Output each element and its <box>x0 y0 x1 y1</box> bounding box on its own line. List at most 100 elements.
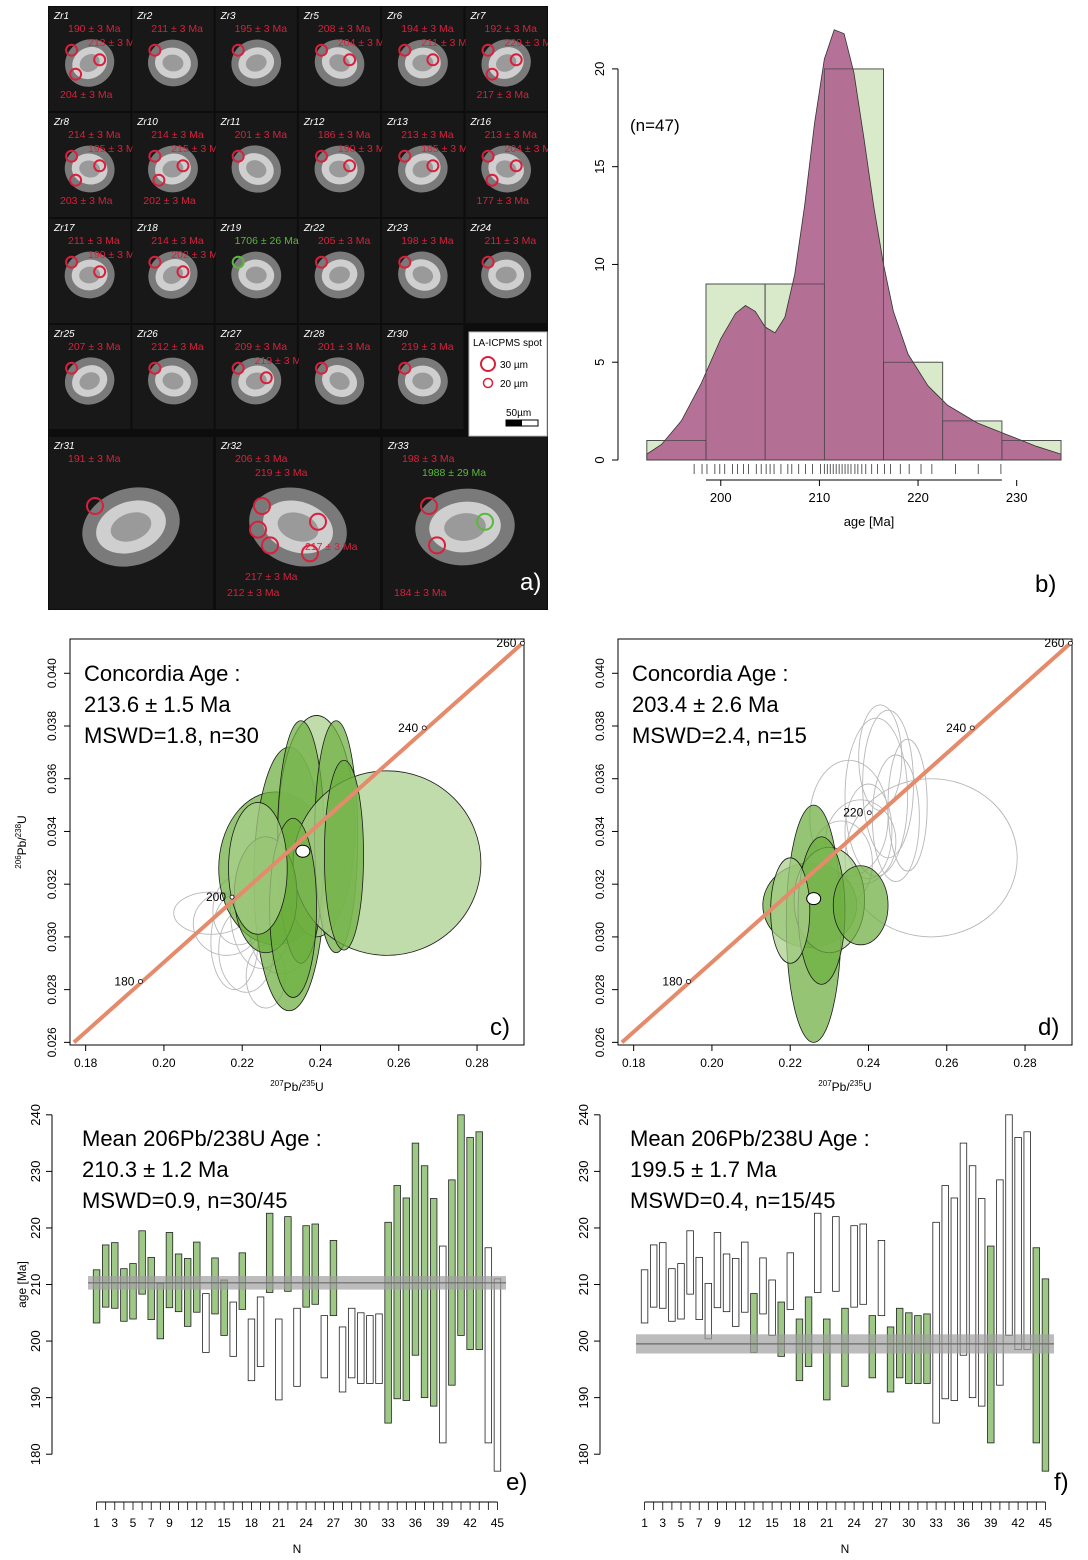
laser-spot <box>148 361 162 375</box>
age-error-bar <box>138 1230 146 1295</box>
x-axis-label: N <box>293 1542 302 1556</box>
laser-spot <box>398 361 412 375</box>
panel-d-concordia: 180 220 240 260 Concordia Age : 203.4 ± 2.6 M… <box>593 636 1073 1094</box>
zircon-zoning <box>162 54 184 72</box>
age-error-bar <box>804 1296 813 1367</box>
histogram-bar-outline <box>883 361 944 461</box>
laser-spot <box>93 53 107 67</box>
laser-spot <box>420 496 438 515</box>
x-tick-label: 15 <box>217 1516 231 1530</box>
spot-age-label: 219 ± 3 Ma <box>255 355 308 367</box>
zircon-id-label: Zr22 <box>303 223 325 234</box>
age-error-bar <box>493 1278 502 1472</box>
age-error-bar <box>704 1282 713 1340</box>
age-error-bar <box>713 1232 722 1309</box>
scale-bar-label: 50µm <box>506 408 531 419</box>
spot-age-label: 190 ± 3 Ma <box>338 143 391 155</box>
y-tick-label: 0.028 <box>593 974 607 1004</box>
x-label-main: Pb/ <box>832 1080 851 1094</box>
y-tick-label: 200 <box>576 1330 591 1352</box>
age-marker <box>229 894 235 900</box>
zircon-zoning <box>246 160 267 178</box>
x-tick-label: 0.20 <box>700 1056 724 1070</box>
accepted-error-ellipse <box>292 770 482 956</box>
x-tick-label: 3 <box>111 1516 118 1530</box>
age-error-bar <box>859 1223 867 1305</box>
age-error-bar <box>731 1258 740 1327</box>
zircon-id-label: Zr8 <box>53 117 69 128</box>
spot-age-label: 211 ± 3 Ma <box>485 235 537 247</box>
zircon-zoning <box>412 266 434 284</box>
y-axis-label: 206Pb/238U <box>14 815 29 868</box>
x-tick-label: 0.22 <box>231 1056 255 1070</box>
x-tick-label: 45 <box>1039 1516 1053 1530</box>
laser-spot <box>314 149 328 163</box>
x-tick-label: 200 <box>710 490 732 505</box>
age-error-bar <box>1023 1131 1031 1350</box>
age-error-bar <box>1005 1114 1013 1336</box>
laser-spot <box>309 512 327 531</box>
age-error-bar <box>475 1131 483 1350</box>
age-error-bar <box>850 1225 858 1308</box>
x-tick-label: 33 <box>381 1516 395 1530</box>
laser-spot <box>86 496 104 515</box>
y-tick-label: 210 <box>28 1274 43 1296</box>
spot-age-label: 214 ± 3 Ma <box>68 129 121 141</box>
y-tick-label: 210 <box>576 1274 591 1296</box>
spot-age-label: 211 ± 3 Ma <box>421 37 473 49</box>
age-error-bar <box>129 1263 137 1320</box>
x-tick-label: 12 <box>190 1516 204 1530</box>
x-tick-label: 0.18 <box>622 1056 646 1070</box>
laser-spot <box>343 159 357 173</box>
spot-age-label: 184 ± 3 Ma <box>394 587 447 599</box>
x-label-sup: 207 <box>818 1079 832 1088</box>
age-error-bar <box>357 1312 365 1384</box>
spot-age-label: 186 ± 3 Ma <box>318 129 371 141</box>
panel-label: c) <box>490 1014 510 1041</box>
laser-spot <box>231 43 245 57</box>
panel-c-concordia: 180 200 240 260 Concordia Age : 213.6 ± 1.5 M… <box>14 636 525 1094</box>
x-tick-label: 18 <box>793 1516 807 1530</box>
zircon-id-label: Zr6 <box>386 11 402 22</box>
x-label-sup: 235 <box>302 1079 316 1088</box>
laser-spot <box>253 496 271 515</box>
y-tick-label: 0.030 <box>593 922 607 952</box>
age-error-bar <box>247 1318 256 1382</box>
y-label-end: U <box>15 815 29 824</box>
x-tick-label: 0.26 <box>387 1056 411 1070</box>
age-error-bar <box>256 1296 265 1367</box>
y-tick-label: 180 <box>576 1443 591 1465</box>
concordia-annotation: 203.4 ± 2.6 Ma <box>632 692 779 717</box>
laser-spot <box>148 149 162 163</box>
age-marker <box>520 640 525 646</box>
spot-age-label: 201 ± 3 Ma <box>318 341 371 353</box>
age-error-bar <box>977 1198 986 1407</box>
laser-spot <box>509 53 523 67</box>
laser-spot <box>485 173 499 187</box>
age-error-bar <box>777 1301 785 1357</box>
laser-spot <box>481 43 495 57</box>
x-tick-label: 1 <box>93 1516 100 1530</box>
spot-age-label: 212 ± 3 Ma <box>227 587 280 599</box>
zircon-zoning <box>277 512 319 542</box>
y-tick-label: 0.034 <box>45 816 59 846</box>
age-error-bar <box>677 1263 685 1320</box>
spot-age-label: 209 ± 3 Ma <box>235 341 288 353</box>
laser-spot <box>398 255 412 269</box>
spot-age-label: 213 ± 3 Ma <box>485 129 538 141</box>
x-tick-label: 15 <box>765 1516 779 1530</box>
x-tick-label: 210 <box>809 490 831 505</box>
x-tick-label: 0.22 <box>779 1056 803 1070</box>
spot-age-label: 212 ± 3 Ma <box>151 341 204 353</box>
spot-age-label: 203 ± 3 Ma <box>60 195 113 207</box>
age-error-bar <box>293 1307 301 1387</box>
spot-age-label: 206 ± 3 Ma <box>235 453 288 465</box>
accepted-error-ellipse <box>832 865 889 946</box>
